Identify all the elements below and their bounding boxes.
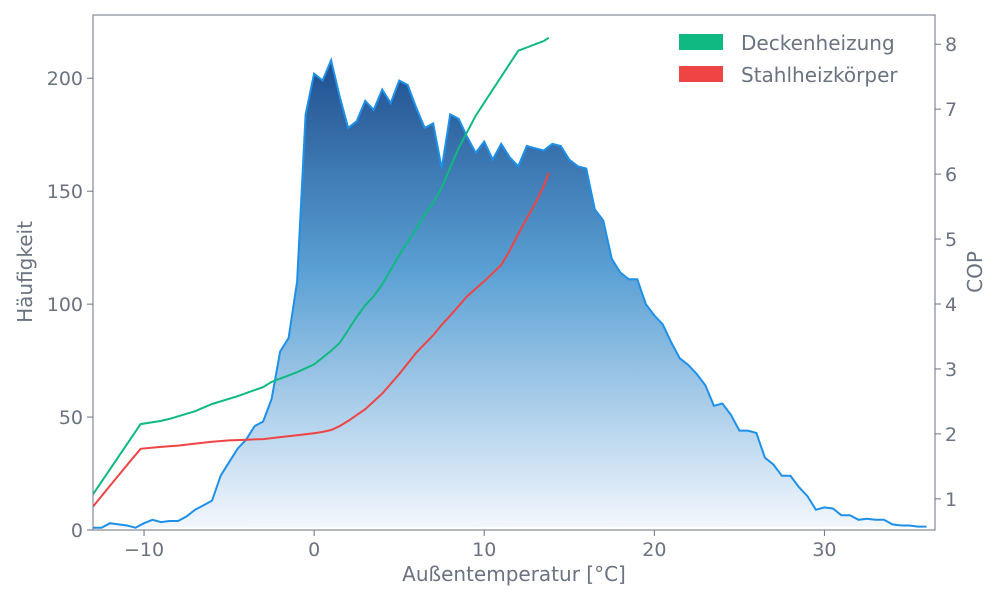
histogram-line [93,56,927,529]
y-left-tick-label: 150 [47,181,83,203]
y-right-tick-label: 4 [945,294,957,316]
plot-area [92,14,936,531]
legend-swatch-deckenheizung [679,34,723,50]
plot-frame [92,14,936,531]
series-line-stahlheizkoerper [93,172,550,508]
y-axis-left-title: Häufigkeit [13,221,37,323]
y-axis-left: 0 50 100 150 200 [47,68,93,542]
legend-label-deckenheizung: Deckenheizung [741,31,895,55]
series-line-deckenheizung [93,36,550,495]
x-tick-label: −10 [124,539,164,561]
y-left-tick-label: 200 [47,68,83,90]
legend: Deckenheizung Stahlheizkörper [679,31,898,87]
y-right-tick-label: 5 [945,229,957,251]
y-left-tick-label: 50 [59,407,83,429]
y-right-tick-label: 6 [945,164,957,186]
y-right-tick-label: 2 [945,424,957,446]
x-axis: −10 0 10 20 30 [124,530,837,561]
legend-label-stahlheizkoerper: Stahlheizkörper [741,63,898,87]
x-tick-label: 30 [812,539,836,561]
x-tick-label: 10 [472,539,496,561]
legend-swatch-stahlheizkoerper [679,66,723,82]
x-axis-title: Außentemperatur [°C] [402,562,626,586]
y-right-tick-label: 8 [945,34,957,56]
histogram-area [93,60,927,528]
y-left-tick-label: 100 [47,294,83,316]
y-right-tick-label: 7 [945,99,957,121]
x-tick-label: 20 [642,539,666,561]
y-right-tick-label: 3 [945,359,957,381]
y-axis-right-title: COP [963,251,987,293]
y-axis-right: 1 2 3 4 5 6 7 8 [935,34,957,511]
x-tick-label: 0 [308,539,320,561]
y-left-tick-label: 0 [71,520,83,542]
y-right-tick-label: 1 [945,489,957,511]
